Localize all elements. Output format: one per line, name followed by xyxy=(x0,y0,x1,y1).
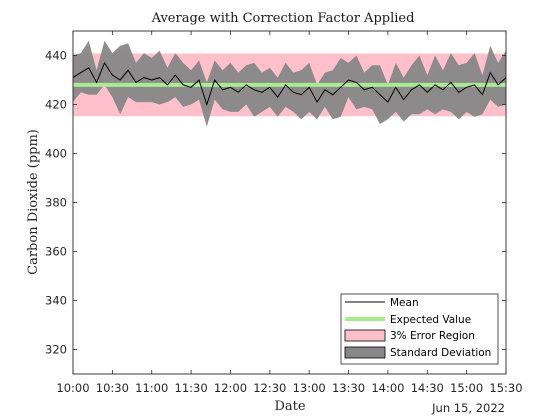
x-tick-label: 11:00 xyxy=(135,381,168,395)
y-tick-label: 320 xyxy=(45,343,67,357)
legend-label-error-region: 3% Error Region xyxy=(390,330,475,342)
legend-label-expected-value: Expected Value xyxy=(390,314,471,326)
x-axis-label: Date xyxy=(274,399,305,414)
x-tick-label: 12:00 xyxy=(214,381,247,395)
x-axis-ticks: 10:00 10:30 11:00 11:30 12:00 12:30 13:00 13:30… xyxy=(56,31,523,395)
x-tick-label: 10:00 xyxy=(56,381,89,395)
y-axis-label: Carbon Dioxide (ppm) xyxy=(26,129,41,275)
x-tick-label: 14:30 xyxy=(411,381,444,395)
y-tick-label: 440 xyxy=(45,49,67,63)
y-tick-label: 420 xyxy=(45,98,67,112)
y-axis-ticks: 320 340 360 380 400 420 440 xyxy=(45,49,506,357)
y-tick-label: 340 xyxy=(45,294,67,308)
x-tick-label: 11:30 xyxy=(175,381,208,395)
chart-title: Average with Correction Factor Applied xyxy=(151,11,415,26)
y-tick-label: 380 xyxy=(45,196,67,210)
x-tick-label: 14:00 xyxy=(371,381,404,395)
plot-area xyxy=(72,40,507,127)
legend: Mean Expected Value 3% Error Region Stan… xyxy=(340,293,499,365)
x-tick-label: 10:30 xyxy=(96,381,129,395)
legend-swatch-error-region xyxy=(344,329,386,342)
y-tick-label: 360 xyxy=(45,245,67,259)
x-tick-label: 13:00 xyxy=(293,381,326,395)
x-tick-label: 12:30 xyxy=(253,381,286,395)
date-label: Jun 15, 2022 xyxy=(431,401,505,415)
x-tick-label: 15:30 xyxy=(489,381,522,395)
legend-swatch-standard-deviation xyxy=(344,346,386,359)
mean-line xyxy=(72,61,507,107)
legend-label-standard-deviation: Standard Deviation xyxy=(390,347,491,359)
x-tick-label: 15:00 xyxy=(450,381,483,395)
legend-label-mean: Mean xyxy=(390,297,419,309)
y-tick-label: 400 xyxy=(45,147,67,161)
x-tick-label: 13:30 xyxy=(332,381,365,395)
